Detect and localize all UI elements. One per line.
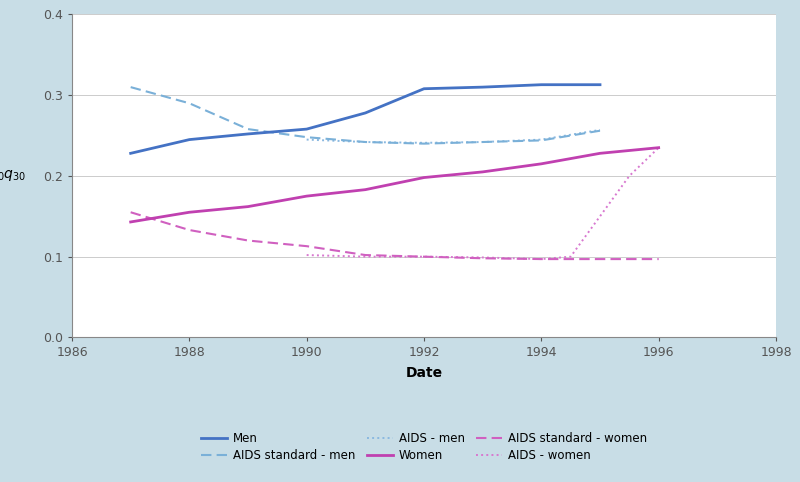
Y-axis label: $_{30}q_{30}$: $_{30}q_{30}$ <box>0 168 26 184</box>
Legend: Men, AIDS standard - men, AIDS - men, Women, AIDS standard - women, AIDS - women: Men, AIDS standard - men, AIDS - men, Wo… <box>196 427 652 467</box>
X-axis label: Date: Date <box>406 366 442 380</box>
